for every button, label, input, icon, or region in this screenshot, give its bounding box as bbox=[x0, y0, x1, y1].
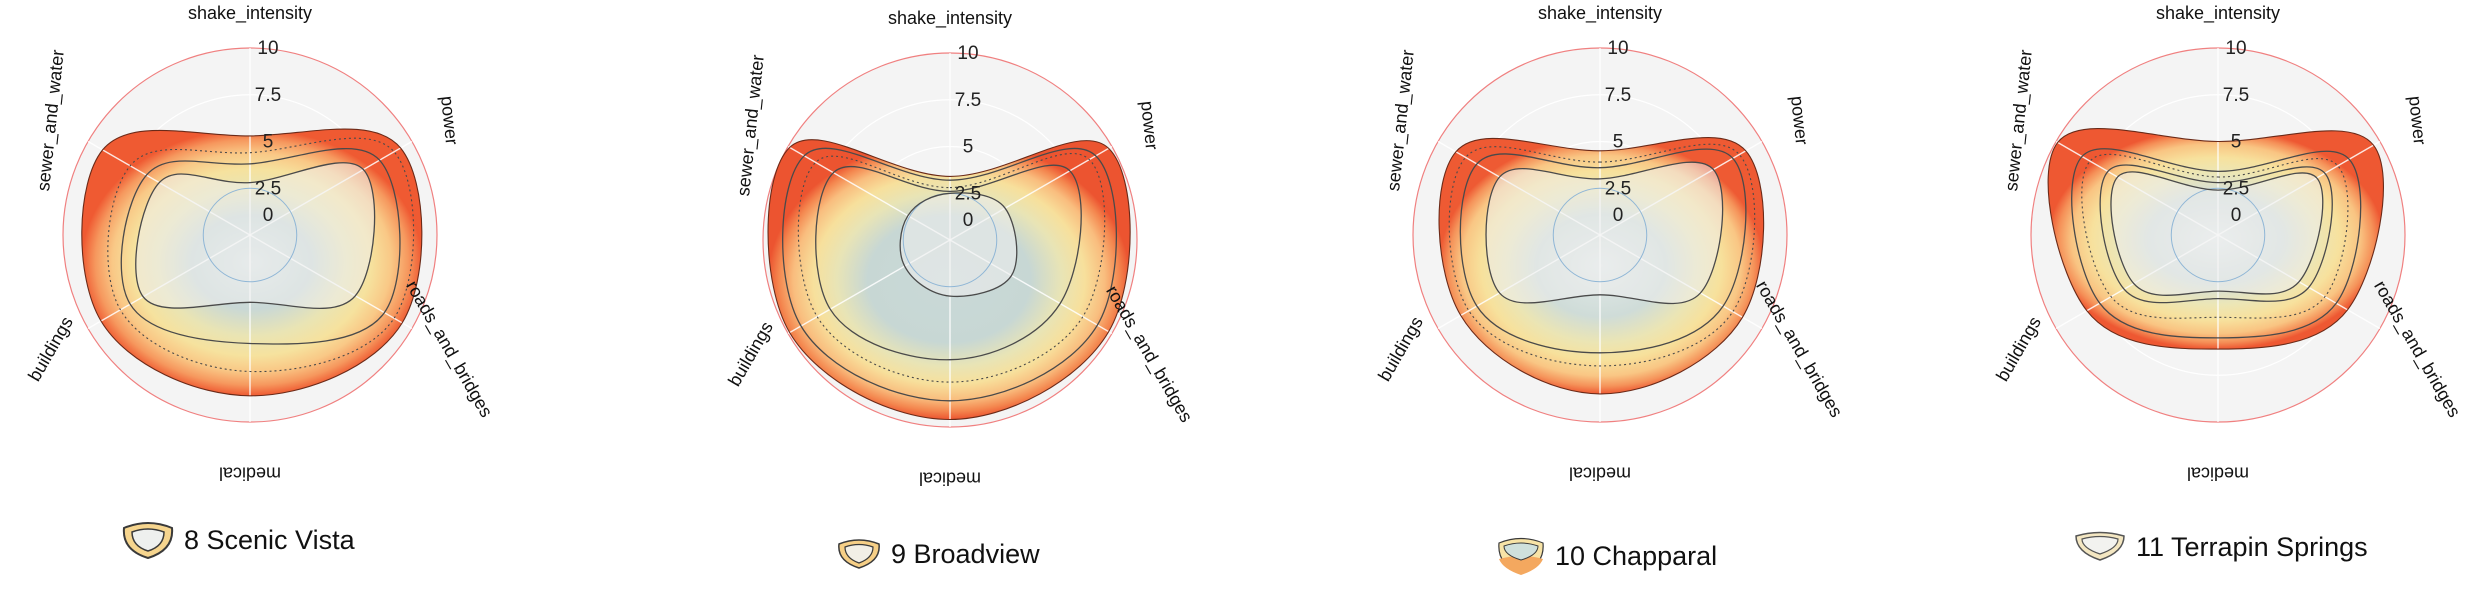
radial-tick-label: 2.5 bbox=[2223, 178, 2249, 199]
legend-10-chapparal[interactable]: 10 Chapparal bbox=[1495, 535, 1717, 577]
legend-swatch-icon bbox=[838, 539, 880, 569]
series-line bbox=[135, 162, 376, 309]
radial-tick-label: 2.5 bbox=[955, 183, 981, 204]
radial-tick-label: 10 bbox=[2225, 38, 2246, 59]
legend-9-broadview[interactable]: 9 Broadview bbox=[835, 537, 1040, 571]
series-line bbox=[797, 153, 1106, 383]
axis-label-sewer-and-water: sewer_and_water bbox=[33, 49, 69, 193]
radial-tick-label: 10 bbox=[257, 38, 278, 59]
radial-tick-label: 7.5 bbox=[2223, 85, 2249, 106]
radial-tick-label: 7.5 bbox=[955, 90, 981, 111]
axis-label-medical: medical bbox=[1569, 463, 1631, 483]
series-line bbox=[782, 147, 1118, 402]
series-line bbox=[120, 147, 401, 345]
legend-11-terrapin-springs[interactable]: 11 Terrapin Springs bbox=[2072, 530, 2368, 564]
legend-label: 8 Scenic Vista bbox=[184, 524, 355, 555]
axis-label-medical: medical bbox=[2187, 463, 2249, 483]
radial-tick-label: 0 bbox=[963, 210, 974, 231]
legend-label: 9 Broadview bbox=[891, 538, 1040, 569]
axis-label-sewer-and-water: sewer_and_water bbox=[1383, 49, 1419, 193]
radial-tick-label: 0 bbox=[263, 205, 274, 226]
radial-tick-label: 5 bbox=[2231, 132, 2242, 153]
axis-label-power: power bbox=[2405, 95, 2430, 146]
radial-tick-label: 5 bbox=[263, 132, 274, 153]
legend-label: 10 Chapparal bbox=[1555, 540, 1718, 571]
series-line bbox=[1459, 148, 1747, 354]
radial-tick-label: 10 bbox=[957, 43, 978, 64]
series-line bbox=[2047, 128, 2384, 350]
center-ring bbox=[2170, 187, 2266, 283]
inner-fill bbox=[900, 192, 1017, 297]
axis-label-shake-intensity: shake_intensity bbox=[188, 3, 312, 24]
radial-tick-label: 7.5 bbox=[255, 85, 281, 106]
axis-label-power: power bbox=[1137, 100, 1162, 151]
radial-tick-label: 2.5 bbox=[1605, 178, 1631, 199]
center-ring bbox=[1552, 187, 1648, 283]
axis-label-roads-and-bridges: roads_and_bridges bbox=[2369, 277, 2464, 421]
radial-tick-label: 5 bbox=[1613, 132, 1624, 153]
axis-label-buildings: buildings bbox=[1992, 313, 2045, 385]
legend-8-scenic-vista[interactable]: 8 Scenic Vista bbox=[120, 520, 355, 560]
axis-label-shake-intensity: shake_intensity bbox=[2156, 3, 2280, 24]
legend-swatch-icon bbox=[1498, 537, 1544, 575]
legend-label: 11 Terrapin Springs bbox=[2136, 531, 2368, 562]
axis-label-power: power bbox=[1787, 95, 1812, 146]
axis-label-buildings: buildings bbox=[724, 318, 777, 390]
series-line bbox=[767, 139, 1131, 421]
radial-tick-label: 10 bbox=[1607, 38, 1628, 59]
center-ring bbox=[202, 187, 298, 283]
series-line bbox=[2071, 148, 2362, 339]
axis-label-sewer-and-water: sewer_and_water bbox=[2001, 49, 2037, 193]
axis-label-roads-and-bridges: roads_and_bridges bbox=[1101, 282, 1196, 426]
axis-label-buildings: buildings bbox=[24, 313, 77, 385]
series-line bbox=[1438, 137, 1765, 395]
axis-label-sewer-and-water: sewer_and_water bbox=[733, 54, 769, 198]
series-line bbox=[2110, 171, 2324, 296]
series-line bbox=[81, 128, 423, 397]
radial-tick-label: 7.5 bbox=[1605, 85, 1631, 106]
inner-fill bbox=[135, 162, 375, 309]
axis-label-buildings: buildings bbox=[1374, 313, 1427, 385]
axis-label-shake-intensity: shake_intensity bbox=[1538, 3, 1662, 24]
axis-label-roads-and-bridges: roads_and_bridges bbox=[1751, 277, 1846, 421]
legend-swatch-icon bbox=[122, 522, 174, 560]
radial-tick-label: 5 bbox=[963, 137, 974, 158]
inner-fill bbox=[2110, 171, 2323, 296]
series-line bbox=[899, 192, 1018, 298]
series-line bbox=[2099, 164, 2333, 304]
axis-label-power: power bbox=[437, 95, 462, 146]
radial-tick-label: 0 bbox=[1613, 205, 1624, 226]
inner-fill bbox=[1486, 162, 1723, 304]
axis-label-roads-and-bridges: roads_and_bridges bbox=[401, 277, 496, 421]
radial-tick-label: 2.5 bbox=[255, 178, 281, 199]
legend-swatch-icon bbox=[2075, 531, 2125, 561]
axis-label-shake-intensity: shake_intensity bbox=[888, 8, 1012, 29]
series-line bbox=[107, 137, 415, 373]
radial-tick-label: 0 bbox=[2231, 205, 2242, 226]
series-line bbox=[1485, 161, 1724, 305]
axis-label-medical: medical bbox=[219, 463, 281, 483]
series-line bbox=[1448, 143, 1756, 367]
series-line bbox=[815, 164, 1082, 361]
axis-label-medical: medical bbox=[919, 468, 981, 488]
